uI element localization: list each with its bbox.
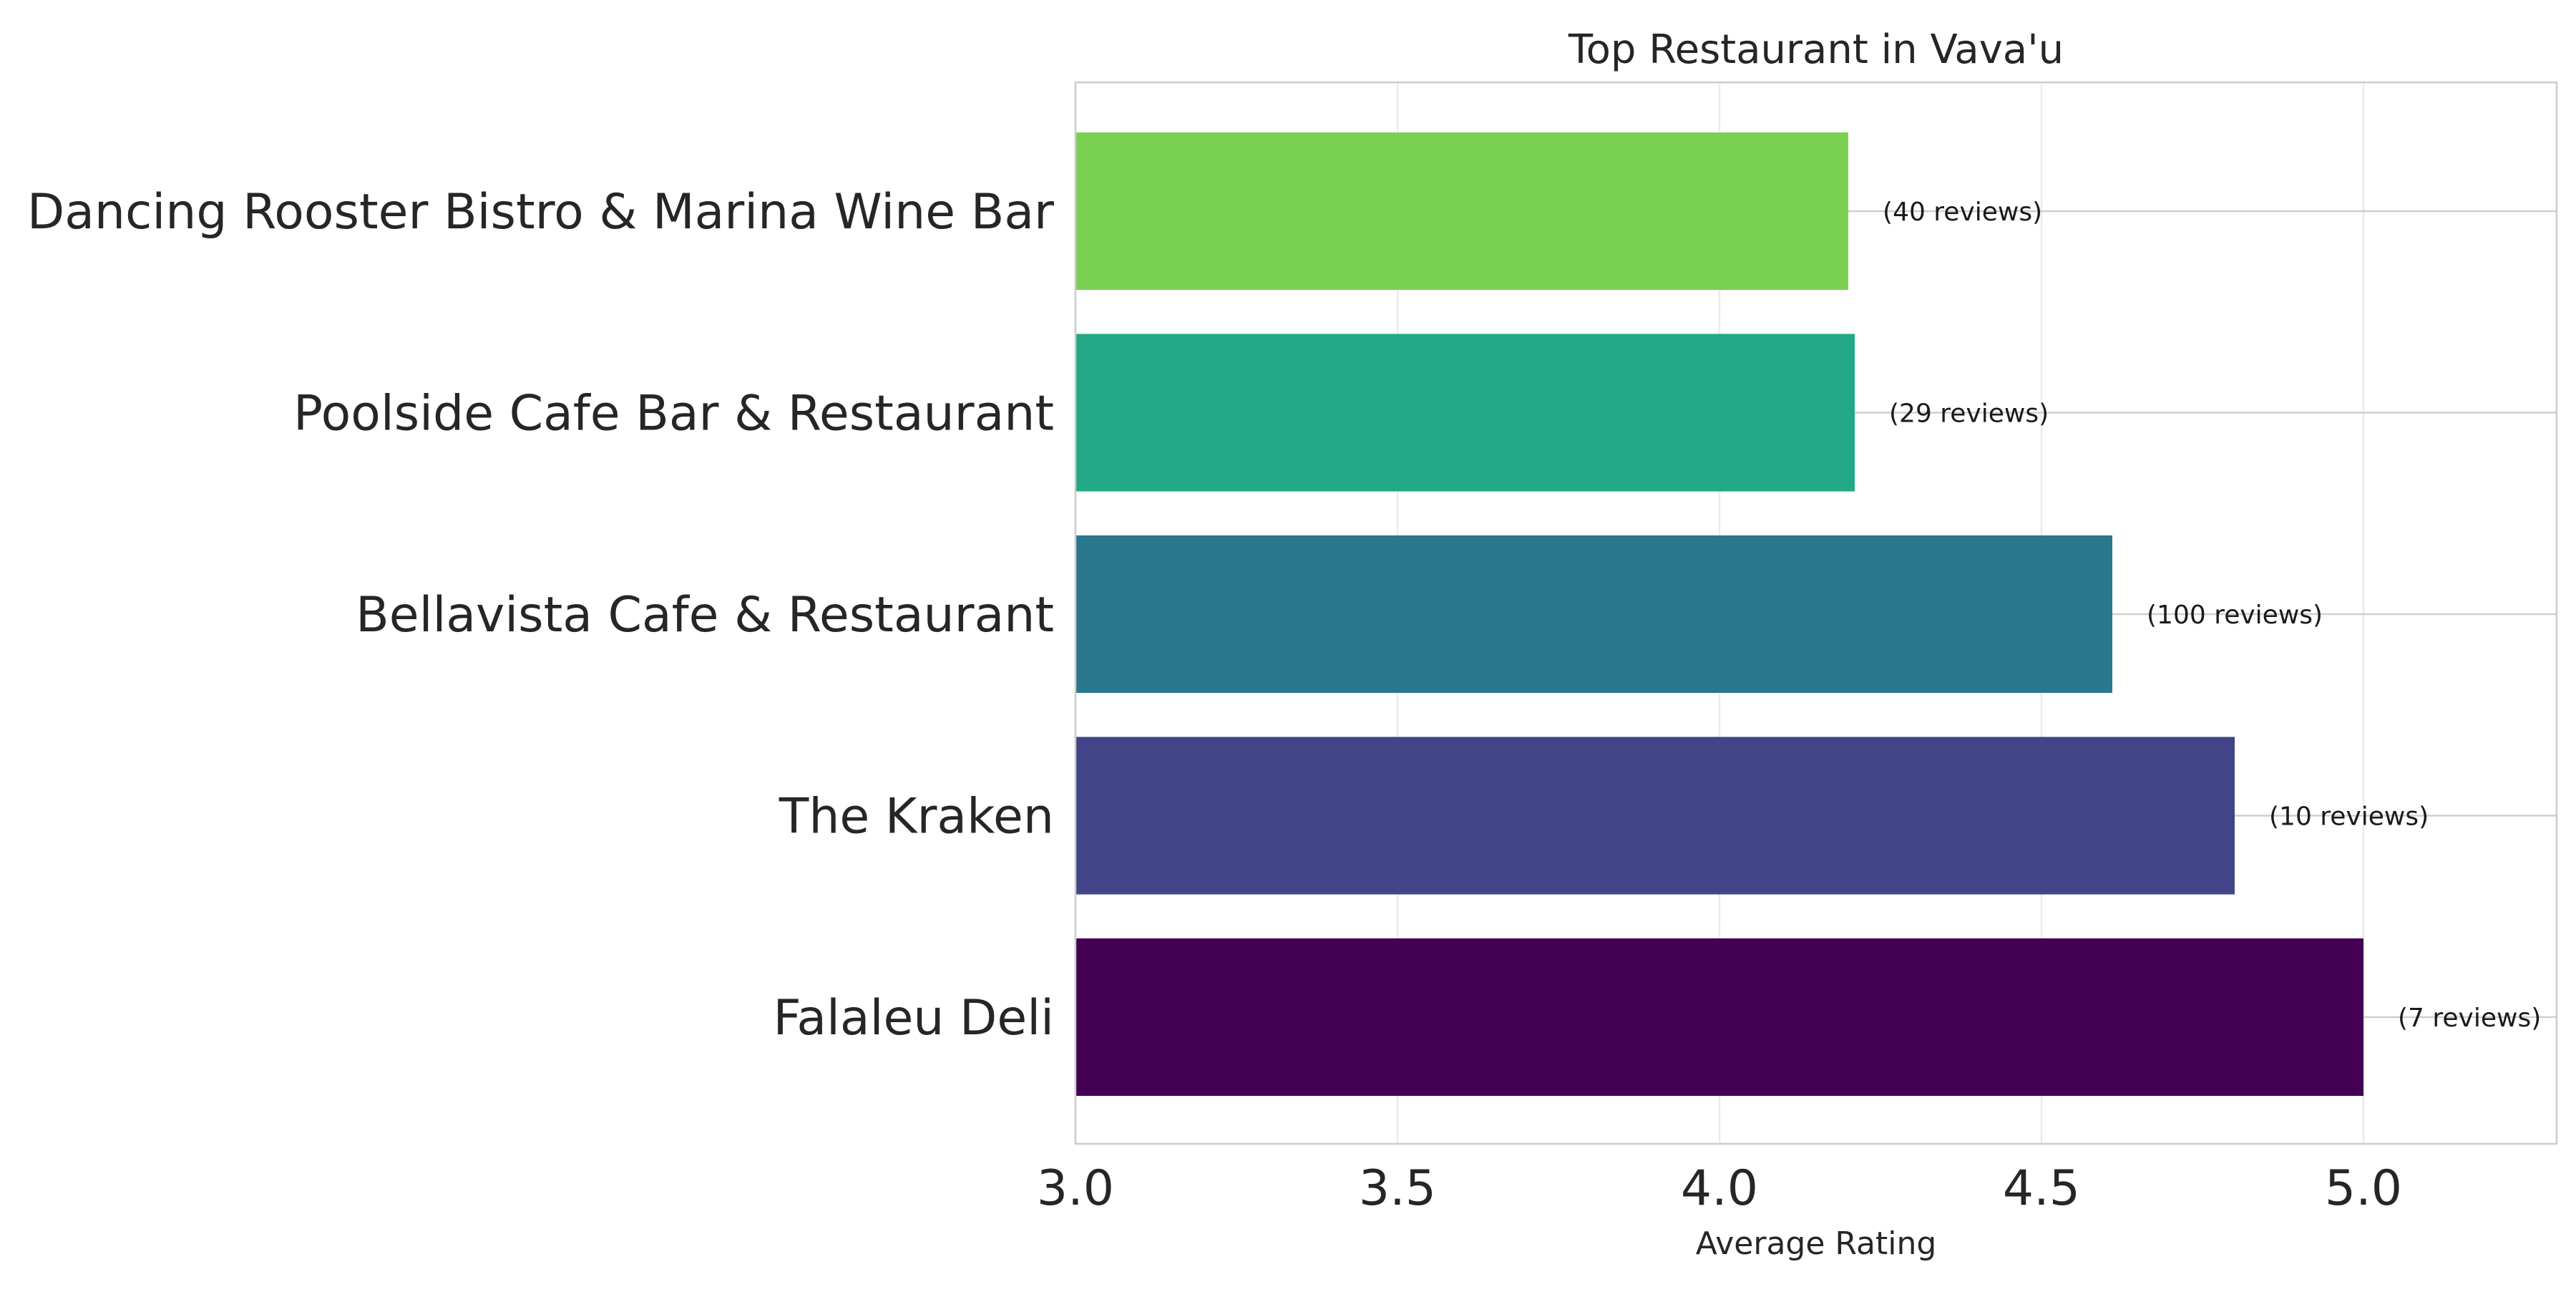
bar	[1075, 737, 2235, 895]
data-label: (100 reviews)	[2147, 601, 2323, 630]
y-tick-label: Dancing Rooster Bistro & Marina Wine Bar	[27, 184, 1054, 241]
plot-frame	[1074, 81, 2558, 1145]
data-label: (29 reviews)	[1889, 399, 2049, 429]
y-tick-label: The Kraken	[779, 789, 1054, 845]
x-tick-label: 4.5	[2003, 1160, 2080, 1217]
bars	[1075, 132, 2363, 1096]
bar	[1075, 132, 1848, 290]
y-tick-label: Falaleu Deli	[773, 990, 1054, 1046]
x-tick-label: 3.0	[1037, 1160, 1114, 1217]
bar	[1075, 535, 2112, 693]
x-axis-tick-labels: 3.0 3.5 4.0 4.5 5.0	[1037, 1160, 2402, 1217]
x-tick-label: 4.0	[1681, 1160, 1758, 1217]
chart-title: Top Restaurant in Vava'u	[1568, 26, 2064, 73]
y-tick-label: Bellavista Cafe & Restaurant	[356, 587, 1054, 643]
x-tick-label: 5.0	[2325, 1160, 2402, 1217]
data-label: (10 reviews)	[2269, 802, 2429, 832]
bar	[1075, 334, 1855, 492]
x-tick-label: 3.5	[1359, 1160, 1436, 1217]
y-tick-label: Poolside Cafe Bar & Restaurant	[293, 386, 1054, 442]
bar	[1075, 938, 2363, 1096]
data-labels: (40 reviews) (29 reviews) (100 reviews) (10…	[1883, 198, 2541, 1033]
data-label: (7 reviews)	[2398, 1004, 2541, 1033]
x-axis-label: Average Rating	[1696, 1225, 1937, 1262]
data-label: (40 reviews)	[1883, 198, 2042, 227]
y-axis-tick-labels: Dancing Rooster Bistro & Marina Wine Bar…	[27, 184, 1054, 1046]
